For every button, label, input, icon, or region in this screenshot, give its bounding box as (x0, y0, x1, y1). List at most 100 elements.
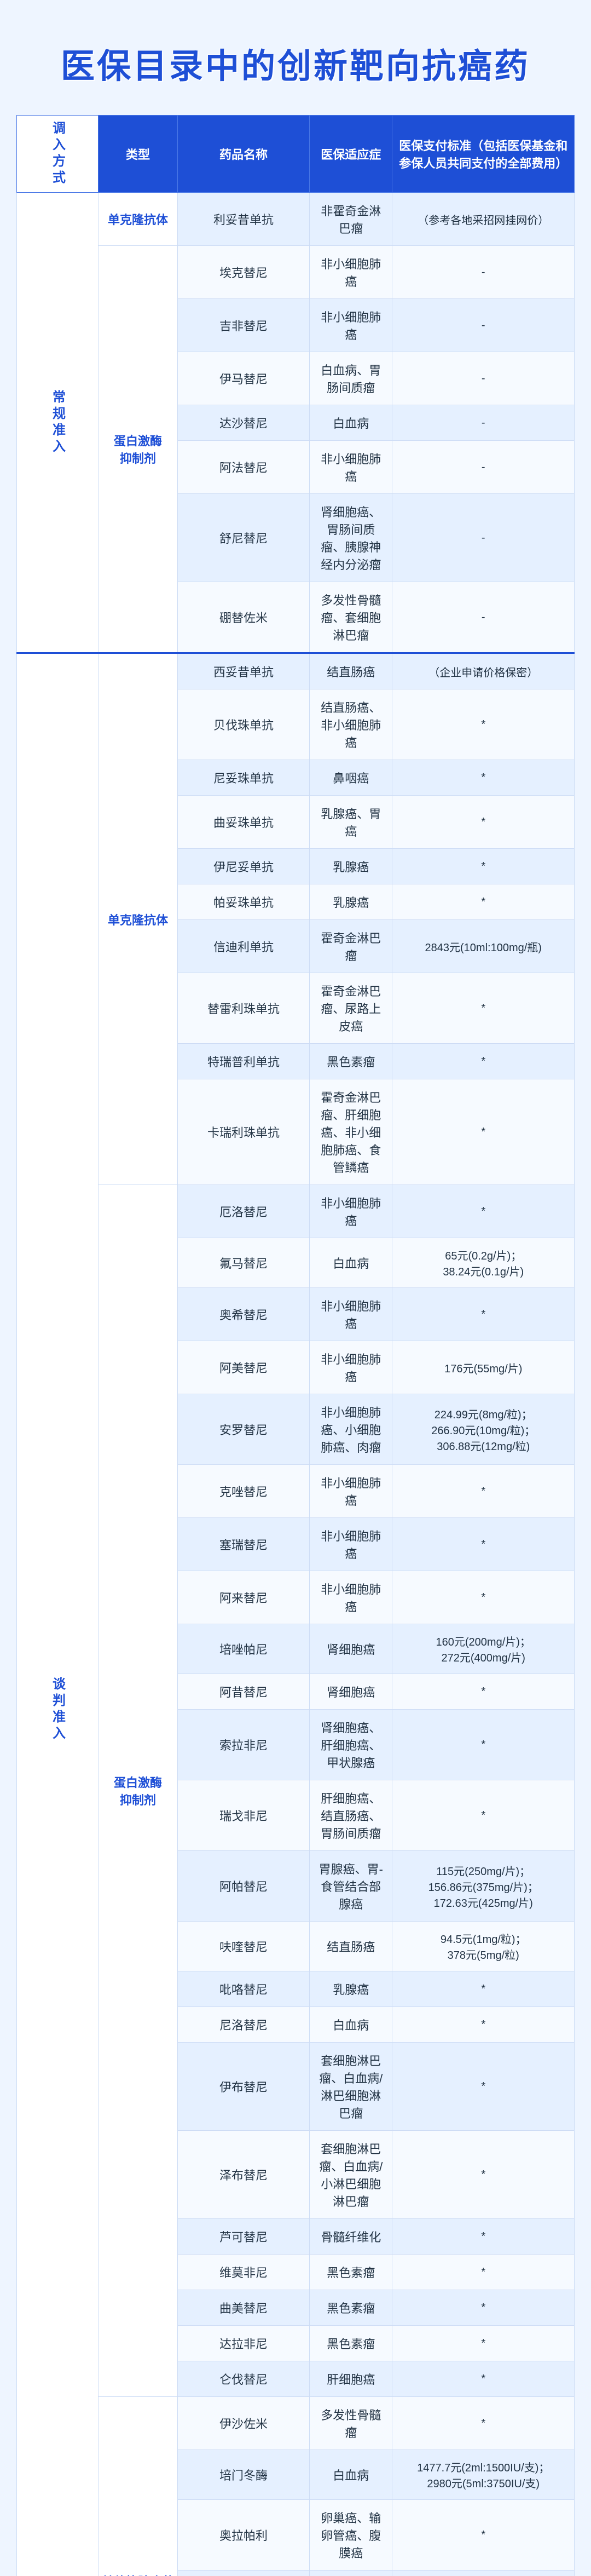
indication: 白血病 (310, 2007, 392, 2043)
indication: 多发性骨髓瘤 (310, 2397, 392, 2450)
drug-name: 曲美替尼 (178, 2290, 310, 2326)
drug-name: 奥希替尼 (178, 1288, 310, 1341)
indication: 非小细胞肺癌 (310, 299, 392, 352)
pay-standard: 2843元(10ml:100mg/瓶) (392, 920, 575, 973)
pay-standard: 490元(15mg/3ml/支) (392, 2571, 575, 2576)
indication: 乳腺癌 (310, 884, 392, 920)
table-head: 调入方式 类型 药品名称 医保适应症 医保支付标准（包括医保基金和参保人员共同支… (17, 116, 575, 193)
col-drug: 药品名称 (178, 116, 310, 193)
drug-name: 尼洛替尼 (178, 2007, 310, 2043)
pay-standard: * (392, 2326, 575, 2361)
indication: 多发性骨髓瘤、套细胞淋巴瘤 (310, 582, 392, 653)
drug-name: 重组人血管内皮抑制素 (178, 2571, 310, 2576)
pay-standard: - (392, 352, 575, 405)
indication: 乳腺癌、胃癌 (310, 796, 392, 849)
drug-table: 调入方式 类型 药品名称 医保适应症 医保支付标准（包括医保基金和参保人员共同支… (16, 115, 575, 2576)
col-standard: 医保支付标准（包括医保基金和参保人员共同支付的全部费用） (392, 116, 575, 193)
indication: 非小细胞肺癌 (310, 1341, 392, 1394)
indication: 肝细胞癌 (310, 2361, 392, 2397)
indication: 套细胞淋巴瘤、白血病/小淋巴细胞淋巴瘤 (310, 2131, 392, 2219)
indication: 非小细胞肺癌 (310, 1571, 392, 1624)
pay-standard: - (392, 441, 575, 494)
indication: 黑色素瘤 (310, 2255, 392, 2290)
indication: 鼻咽癌 (310, 760, 392, 796)
pay-standard: * (392, 1971, 575, 2007)
drug-name: 安罗替尼 (178, 1394, 310, 1465)
drug-name: 西妥昔单抗 (178, 653, 310, 689)
drug-name: 培唑帕尼 (178, 1624, 310, 1674)
drug-category: 单克隆抗体 (99, 193, 178, 246)
pay-standard: * (392, 1465, 575, 1518)
drug-name: 曲妥珠单抗 (178, 796, 310, 849)
pay-standard: 65元(0.2g/片)；38.24元(0.1g/片) (392, 1238, 575, 1288)
drug-name: 索拉非尼 (178, 1710, 310, 1780)
pay-standard: * (392, 2397, 575, 2450)
drug-category: 蛋白激酶抑制剂 (99, 1185, 178, 2397)
drug-name: 达拉非尼 (178, 2326, 310, 2361)
drug-name: 厄洛替尼 (178, 1185, 310, 1238)
indication: 结直肠癌、非小细胞肺癌 (310, 689, 392, 760)
indication: 套细胞淋巴瘤、白血病/淋巴细胞淋巴瘤 (310, 2043, 392, 2131)
pay-standard: * (392, 1044, 575, 1079)
entry-method: 谈判准入 (17, 653, 99, 2576)
drug-name: 奥拉帕利 (178, 2500, 310, 2571)
indication: 结直肠癌 (310, 1922, 392, 1971)
indication: 非小细胞肺癌 (310, 2571, 392, 2576)
drug-name: 培门冬酶 (178, 2450, 310, 2500)
pay-standard: - (392, 405, 575, 441)
indication: 非小细胞肺癌 (310, 1465, 392, 1518)
indication: 黑色素瘤 (310, 2326, 392, 2361)
drug-name: 吉非替尼 (178, 299, 310, 352)
drug-name: 达沙替尼 (178, 405, 310, 441)
drug-name: 克唑替尼 (178, 1465, 310, 1518)
pay-standard: * (392, 1079, 575, 1185)
indication: 肝细胞癌、结直肠癌、胃肠间质瘤 (310, 1780, 392, 1851)
table-row: 谈判准入单克隆抗体西妥昔单抗结直肠癌（企业申请价格保密） (17, 653, 575, 689)
pay-standard: 1477.7元(2ml:1500IU/支)；2980元(5ml:3750IU/支… (392, 2450, 575, 2500)
pay-standard: * (392, 884, 575, 920)
indication: 乳腺癌 (310, 1971, 392, 2007)
drug-name: 阿昔替尼 (178, 1674, 310, 1710)
drug-name: 塞瑞替尼 (178, 1518, 310, 1571)
pay-standard: * (392, 1780, 575, 1851)
pay-standard: * (392, 973, 575, 1044)
drug-name: 阿帕替尼 (178, 1851, 310, 1922)
indication: 非小细胞肺癌 (310, 1288, 392, 1341)
pay-standard: * (392, 2290, 575, 2326)
indication: 白血病 (310, 405, 392, 441)
drug-name: 伊马替尼 (178, 352, 310, 405)
pay-standard: * (392, 2043, 575, 2131)
pay-standard: * (392, 1185, 575, 1238)
pay-standard: 160元(200mg/片)；272元(400mg/片) (392, 1624, 575, 1674)
drug-name: 阿法替尼 (178, 441, 310, 494)
indication: 乳腺癌 (310, 849, 392, 884)
table-row: 常规准入单克隆抗体利妥昔单抗非霍奇金淋巴瘤（参考各地采招网挂网价） (17, 193, 575, 246)
drug-name: 瑞戈非尼 (178, 1780, 310, 1851)
drug-category: 单克隆抗体 (99, 653, 178, 1185)
pay-standard: * (392, 760, 575, 796)
pay-standard: * (392, 1710, 575, 1780)
table-row: 蛋白激酶抑制剂埃克替尼非小细胞肺癌- (17, 246, 575, 299)
pay-standard: * (392, 2007, 575, 2043)
pay-standard: * (392, 849, 575, 884)
indication: 胃腺癌、胃-食管结合部腺癌 (310, 1851, 392, 1922)
indication: 肾细胞癌、肝细胞癌、甲状腺癌 (310, 1710, 392, 1780)
drug-name: 舒尼替尼 (178, 494, 310, 582)
indication: 霍奇金淋巴瘤、肝细胞癌、非小细胞肺癌、食管鳞癌 (310, 1079, 392, 1185)
drug-name: 信迪利单抗 (178, 920, 310, 973)
indication: 非小细胞肺癌 (310, 246, 392, 299)
drug-name: 阿美替尼 (178, 1341, 310, 1394)
page-title: 医保目录中的创新靶向抗癌药 (11, 38, 580, 88)
drug-name: 埃克替尼 (178, 246, 310, 299)
pay-standard: 94.5元(1mg/粒)；378元(5mg/粒) (392, 1922, 575, 1971)
indication: 肾细胞癌 (310, 1624, 392, 1674)
pay-standard: * (392, 796, 575, 849)
drug-name: 利妥昔单抗 (178, 193, 310, 246)
pay-standard: 115元(250mg/片)；156.86元(375mg/片)；172.63元(4… (392, 1851, 575, 1922)
indication: 黑色素瘤 (310, 2290, 392, 2326)
indication: 非小细胞肺癌、小细胞肺癌、肉瘤 (310, 1394, 392, 1465)
col-category: 类型 (99, 116, 178, 193)
drug-name: 仑伐替尼 (178, 2361, 310, 2397)
pay-standard: * (392, 1288, 575, 1341)
drug-category: 蛋白激酶抑制剂 (99, 246, 178, 653)
